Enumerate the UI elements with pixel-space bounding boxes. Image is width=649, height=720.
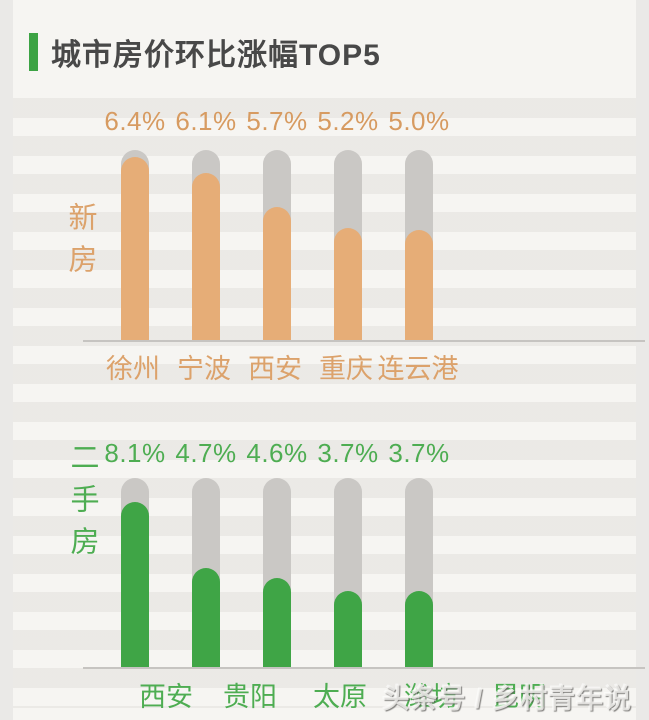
value-label: 8.1% [104,438,166,468]
bar-fill-kunming [405,591,433,668]
bar-fill-xian [121,501,149,668]
value-label: 6.4% [104,106,166,136]
group-label-new-homes: 新房 [64,202,96,286]
category-label: 潍坊 [404,682,458,712]
bar-track [192,478,220,668]
watermark-text: 头条号 / 乡村青年说 [382,684,632,714]
bar-fill-xian [263,206,291,341]
x-axis-baseline [83,667,645,669]
bar-track [405,150,433,341]
infographic-canvas: 城市房价环比涨幅TOP5 新房 6.4% 6.1% 5.7% 5.2% 5.0%… [13,0,645,720]
value-label: 5.2% [317,106,379,136]
bar-track [334,150,362,341]
title-accent-bar [29,33,38,71]
category-label: 昆明 [492,682,546,712]
value-label: 3.7% [388,438,450,468]
x-axis-baseline [83,340,645,342]
bar-fill-chongqing [334,227,362,341]
bar-fill-taiyuan [263,577,291,668]
group-label-resale-homes: 二手房 [66,442,98,568]
bar-track [121,150,149,341]
category-label: 宁波 [177,354,231,384]
background-stripes [13,98,636,708]
bar-track [121,478,149,668]
bar-track [263,478,291,668]
value-label: 5.0% [388,106,450,136]
bar-track [192,150,220,341]
category-label: 贵阳 [223,682,277,712]
bar-track [405,478,433,668]
bar-track [334,478,362,668]
value-label: 6.1% [175,106,237,136]
value-label: 5.7% [246,106,308,136]
bar-fill-weifang [334,591,362,668]
category-label: 太原 [313,682,367,712]
category-label: 重庆 [319,354,373,384]
value-label: 4.7% [175,438,237,468]
bar-track [263,150,291,341]
bar-fill-ningbo [192,173,220,341]
header: 城市房价环比涨幅TOP5 [29,30,381,74]
value-label: 3.7% [317,438,379,468]
category-label: 西安 [248,354,302,384]
page-title: 城市房价环比涨幅TOP5 [51,39,381,72]
bar-fill-xuzhou [121,157,149,341]
bar-fill-guiyang [192,568,220,668]
category-label: 西安 [139,682,193,712]
category-label: 连云港 [377,354,459,384]
bar-fill-lianyungang [405,230,433,341]
value-label: 4.6% [246,438,308,468]
category-label: 徐州 [106,354,160,384]
